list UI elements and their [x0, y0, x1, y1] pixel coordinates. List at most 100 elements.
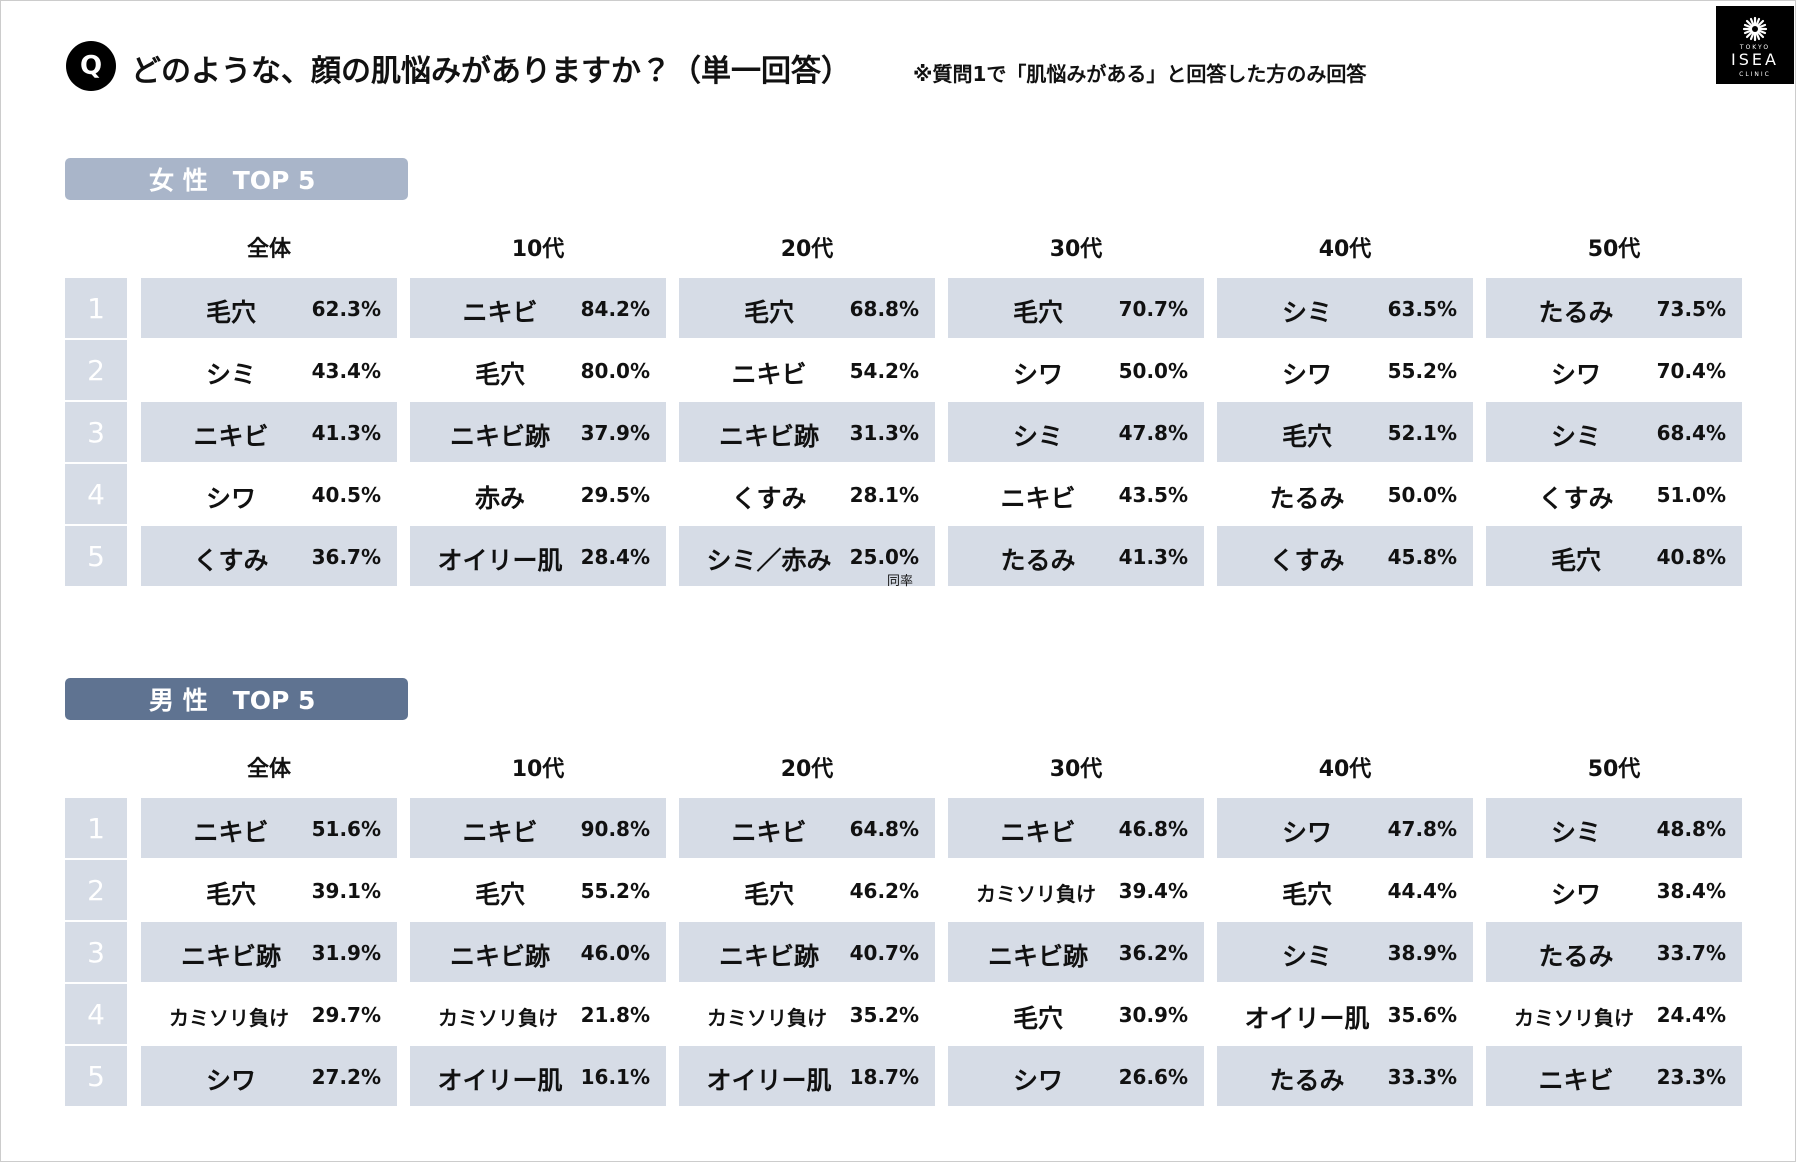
item: たるみ	[1000, 546, 1076, 575]
percentage: 54.2%	[849, 359, 919, 383]
item: ニキビ	[731, 818, 807, 847]
table-cell: ニキビ 23.3%	[1486, 1046, 1742, 1106]
table-cell: ニキビ 64.8%	[679, 798, 935, 858]
item: 毛穴	[474, 360, 525, 389]
percentage: 28.4%	[580, 545, 650, 569]
item: ニキビ	[1000, 484, 1076, 513]
percentage: 39.4%	[1118, 879, 1188, 903]
percentage: 47.8%	[1118, 421, 1188, 445]
item: たるみ	[1538, 298, 1614, 327]
table-cell: シミ 38.9%	[1217, 922, 1473, 982]
item: 毛穴	[1281, 422, 1332, 451]
percentage: 48.8%	[1656, 817, 1726, 841]
percentage: 52.1%	[1387, 421, 1457, 445]
item: オイリー肌	[1244, 1004, 1370, 1033]
item: シミ	[1550, 818, 1601, 847]
percentage: 68.4%	[1656, 421, 1726, 445]
percentage: 62.3%	[311, 297, 381, 321]
table-cell: カミソリ負け 29.7%	[141, 984, 397, 1044]
percentage: 46.2%	[849, 879, 919, 903]
table-cell: ニキビ 43.5%	[948, 464, 1204, 524]
table-cell: シワ 27.2%	[141, 1046, 397, 1106]
item: シワ	[1281, 818, 1332, 847]
logo-name: ISEA	[1731, 50, 1779, 69]
percentage: 73.5%	[1656, 297, 1726, 321]
table-cell: たるみ 41.3%	[948, 526, 1204, 586]
percentage: 64.8%	[849, 817, 919, 841]
percentage: 90.8%	[580, 817, 650, 841]
logo: TOKYO ISEA CLINIC	[1716, 6, 1794, 84]
table-cell: オイリー肌 18.7%	[679, 1046, 935, 1106]
section-label: 男 性 TOP 5	[65, 678, 408, 720]
table-cell: たるみ 33.7%	[1486, 922, 1742, 982]
item: シミ	[1281, 942, 1332, 971]
item: ニキビ跡	[718, 422, 819, 451]
percentage: 55.2%	[1387, 359, 1457, 383]
rank: 1	[65, 798, 127, 858]
table-cell: 毛穴 46.2%	[679, 860, 935, 920]
table-cell: カミソリ負け 35.2%	[679, 984, 935, 1044]
item: カミソリ負け	[1514, 1006, 1634, 1030]
table-cell: ニキビ跡 31.3%	[679, 402, 935, 462]
percentage: 50.0%	[1387, 483, 1457, 507]
table-cell: ニキビ 84.2%	[410, 278, 666, 338]
rank: 2	[65, 860, 127, 920]
table-cell: オイリー肌 35.6%	[1217, 984, 1473, 1044]
table-cell: ニキビ跡 36.2%	[948, 922, 1204, 982]
tie-note: 同率	[886, 574, 913, 589]
column-header: 20代	[780, 237, 834, 262]
table-cell: オイリー肌 16.1%	[410, 1046, 666, 1106]
percentage: 35.6%	[1387, 1003, 1457, 1027]
column-header: 50代	[1587, 757, 1641, 782]
rank: 1	[65, 278, 127, 338]
percentage: 51.0%	[1656, 483, 1726, 507]
table-cell: ニキビ 41.3%	[141, 402, 397, 462]
item: シミ	[1012, 422, 1063, 451]
percentage: 40.8%	[1656, 545, 1726, 569]
item: 毛穴	[743, 298, 794, 327]
column-header: 40代	[1318, 237, 1372, 262]
percentage: 33.3%	[1387, 1065, 1457, 1089]
item: ニキビ	[193, 818, 269, 847]
table-cell: シワ 50.0%	[948, 340, 1204, 400]
table-cell: シワ 40.5%	[141, 464, 397, 524]
item: シワ	[205, 1066, 256, 1095]
percentage: 70.7%	[1118, 297, 1188, 321]
percentage: 21.8%	[580, 1003, 650, 1027]
table-cell: くすみ 28.1%	[679, 464, 935, 524]
item: 毛穴	[1281, 880, 1332, 909]
table-cell: ニキビ 46.8%	[948, 798, 1204, 858]
column-header: 10代	[511, 237, 565, 262]
percentage: 55.2%	[580, 879, 650, 903]
column-header: 20代	[780, 757, 834, 782]
table-cell: カミソリ負け 24.4%	[1486, 984, 1742, 1044]
item: シワ	[1012, 1066, 1063, 1095]
item: シミ	[1550, 422, 1601, 451]
rank: 4	[65, 984, 127, 1044]
column-header: 10代	[511, 757, 565, 782]
table-cell: ニキビ 51.6%	[141, 798, 397, 858]
item: ニキビ	[731, 360, 807, 389]
table-cell: カミソリ負け 39.4%	[948, 860, 1204, 920]
item: シミ	[1281, 298, 1332, 327]
item: 毛穴	[474, 880, 525, 909]
column-header: 全体	[246, 237, 291, 262]
table-cell: くすみ 36.7%	[141, 526, 397, 586]
item: 毛穴	[205, 880, 256, 909]
table-cell: くすみ 51.0%	[1486, 464, 1742, 524]
percentage: 33.7%	[1656, 941, 1726, 965]
table-cell: ニキビ 90.8%	[410, 798, 666, 858]
percentage: 46.8%	[1118, 817, 1188, 841]
table-cell: シワ 47.8%	[1217, 798, 1473, 858]
percentage: 43.5%	[1118, 483, 1188, 507]
percentage: 39.1%	[311, 879, 381, 903]
item: ニキビ跡	[449, 942, 550, 971]
item: 赤み	[474, 484, 525, 513]
item: シワ	[1012, 360, 1063, 389]
percentage: 25.0%	[849, 545, 919, 569]
item: カミソリ負け	[169, 1006, 289, 1030]
rank: 3	[65, 922, 127, 982]
item: ニキビ	[1000, 818, 1076, 847]
item: オイリー肌	[437, 546, 563, 575]
